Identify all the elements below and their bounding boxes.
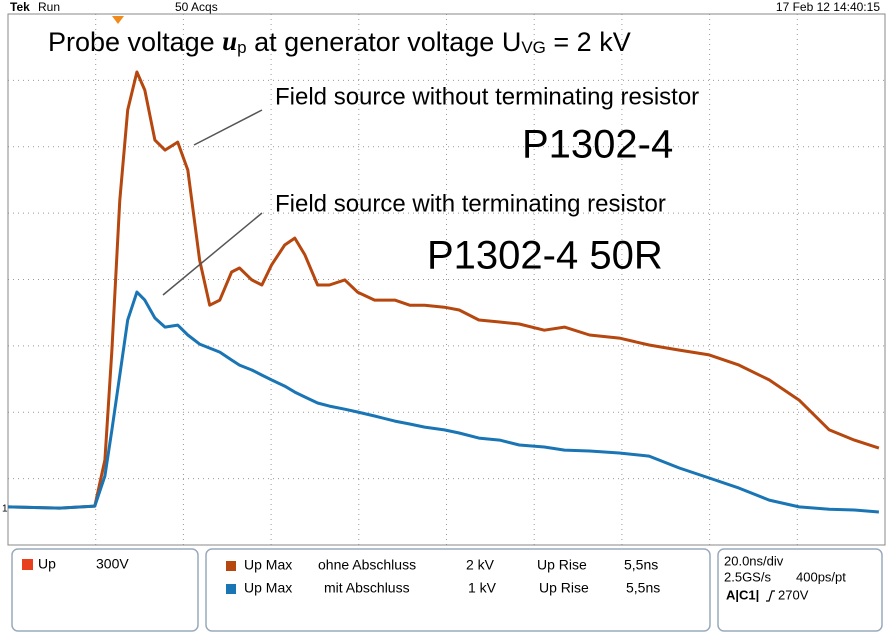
title-text: = 2 kV (553, 27, 630, 57)
timebase-box (717, 548, 883, 632)
waveform (7, 70, 880, 510)
measure-label: Up Rise (537, 557, 587, 573)
sample-rate: 2.5GS/s (724, 569, 771, 584)
measure-value: 5,5ns (624, 557, 658, 573)
ground-marker: 1 (2, 504, 8, 515)
timebase: 20.0ns/div (724, 553, 784, 568)
legend-label: ohne Abschluss (318, 557, 416, 573)
brand: Tek (10, 0, 30, 14)
waveforms (7, 70, 880, 514)
annotation: Field source with terminating resistor (275, 190, 666, 217)
resolution: 400ps/pt (796, 569, 846, 584)
trigger-level: 270V (778, 587, 809, 602)
chart-title: Probe voltage up at generator voltage UV… (48, 26, 631, 62)
trigger-edge (766, 590, 775, 602)
title-var: u (222, 26, 237, 56)
pointer-line (193, 109, 263, 146)
title-text: Probe voltage (48, 27, 215, 57)
channel-box (11, 548, 199, 632)
measure-label: Up Max (244, 557, 292, 573)
measure-label: Up Max (244, 580, 292, 596)
annotation: P1302-4 50R (427, 234, 663, 278)
measurement-box (205, 548, 711, 632)
waveform (7, 290, 880, 514)
measure-label: Up Rise (539, 580, 589, 596)
channel-name: Up (38, 556, 56, 572)
channel-scale: 300V (96, 556, 129, 572)
title-sub: VG (521, 38, 546, 57)
legend-swatch (226, 584, 236, 594)
channel-swatch (22, 559, 33, 570)
acquisitions: 50 Acqs (175, 0, 218, 14)
run-state: Run (38, 0, 60, 14)
title-sub: p (237, 38, 246, 57)
timestamp: 17 Feb 12 14:40:15 (776, 0, 880, 14)
measure-value: 5,5ns (626, 580, 660, 596)
annotation: Field source without terminating resisto… (275, 83, 699, 110)
annotation: P1302-4 (522, 123, 673, 167)
graticule-frame (7, 13, 886, 546)
measure-value: 2 kV (466, 557, 495, 573)
pointer-line (162, 212, 263, 296)
legend-swatch (226, 561, 236, 571)
trigger-source: A|C1| (726, 587, 759, 602)
trigger-position (112, 16, 124, 24)
measure-value: 1 kV (468, 580, 497, 596)
title-text: at generator voltage U (254, 27, 521, 57)
legend-label: mit Abschluss (324, 580, 410, 596)
